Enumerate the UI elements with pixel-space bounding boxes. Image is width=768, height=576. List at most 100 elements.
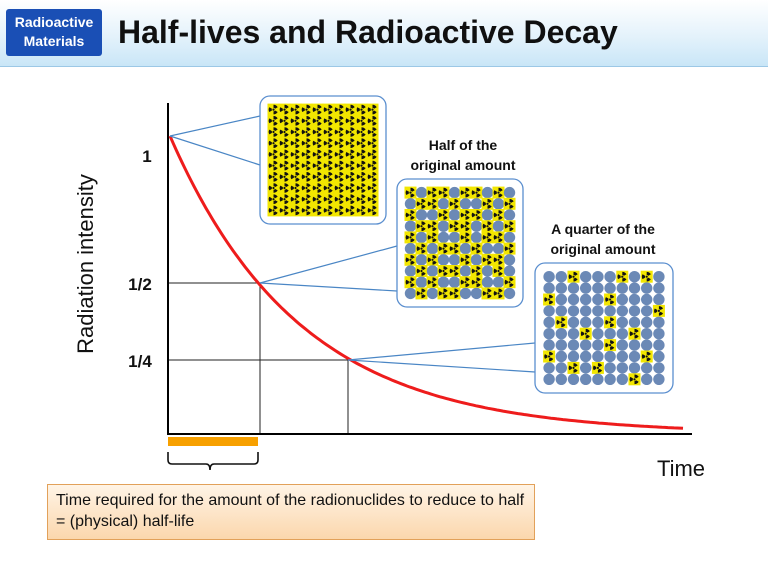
decayed-atom-icon — [616, 350, 628, 363]
decayed-atom-icon — [543, 271, 555, 283]
decayed-atom-icon — [641, 362, 653, 374]
radioactive-atom-icon — [267, 170, 280, 183]
decayed-atom-icon — [481, 209, 494, 221]
radioactive-atom-icon — [640, 270, 653, 283]
atom-box-quarter — [534, 262, 674, 394]
radioactive-atom-icon — [278, 103, 291, 116]
radioactive-atom-icon — [404, 209, 417, 222]
radioactive-atom-icon — [344, 148, 357, 161]
decayed-atom-icon — [653, 350, 665, 363]
caption-quarter-line1: A quarter of the — [551, 221, 655, 237]
decayed-atom-icon — [628, 271, 641, 283]
radioactive-atom-icon — [311, 126, 324, 139]
radioactive-atom-icon — [415, 287, 428, 300]
decayed-atom-icon — [437, 231, 450, 244]
decayed-atom-icon — [437, 220, 450, 232]
radioactive-atom-icon — [333, 193, 346, 206]
radioactive-atom-icon — [470, 242, 483, 255]
radioactive-atom-icon — [289, 170, 302, 183]
decayed-atom-icon — [592, 339, 604, 351]
decayed-atom-icon — [543, 339, 555, 351]
decayed-atom-icon — [592, 293, 604, 306]
radioactive-atom-icon — [322, 114, 335, 127]
radioactive-atom-icon — [267, 148, 280, 161]
decayed-atom-icon — [543, 362, 555, 374]
decayed-atom-icon — [448, 254, 461, 266]
decayed-atom-icon — [567, 282, 580, 294]
radioactive-atom-icon — [640, 350, 653, 363]
radioactive-atom-icon — [437, 209, 450, 222]
decayed-atom-icon — [580, 350, 592, 363]
decayed-atom-icon — [604, 328, 616, 340]
decayed-atom-icon — [459, 198, 472, 210]
radioactive-atom-icon — [366, 204, 379, 217]
decayed-atom-icon — [592, 271, 604, 283]
radioactive-atom-icon — [289, 159, 302, 172]
decayed-atom-icon — [555, 339, 567, 351]
radioactive-atom-icon — [448, 220, 461, 233]
decayed-atom-icon — [503, 254, 516, 266]
radioactive-atom-icon — [404, 253, 417, 266]
radioactive-atom-icon — [311, 182, 324, 195]
decayed-atom-icon — [448, 186, 461, 199]
radioactive-atom-icon — [503, 242, 516, 255]
radioactive-atom-icon — [300, 126, 313, 139]
radioactive-atom-icon — [289, 204, 302, 217]
decayed-atom-icon — [628, 339, 641, 351]
decayed-atom-icon — [653, 362, 665, 374]
callout-line — [259, 245, 398, 284]
radioactive-atom-icon — [567, 361, 580, 374]
radioactive-atom-icon — [267, 159, 280, 172]
radioactive-atom-icon — [492, 287, 505, 300]
radioactive-atom-icon — [426, 253, 439, 266]
decayed-atom-icon — [426, 287, 439, 300]
radioactive-atom-icon — [267, 137, 280, 150]
radioactive-atom-icon — [555, 316, 568, 329]
decayed-atom-icon — [555, 328, 567, 340]
radioactive-atom-icon — [311, 193, 324, 206]
radioactive-atom-icon — [278, 137, 291, 150]
header-bar: Radioactive Materials Half-lives and Rad… — [0, 0, 768, 67]
decayed-atom-icon — [426, 209, 439, 221]
decayed-atom-icon — [481, 265, 494, 277]
radioactive-atom-icon — [366, 114, 379, 127]
caption-half-line2: original amount — [411, 157, 516, 173]
radioactive-atom-icon — [366, 137, 379, 150]
radioactive-atom-icon — [503, 197, 516, 210]
radioactive-atom-icon — [311, 204, 324, 217]
decayed-atom-icon — [481, 276, 494, 288]
decayed-atom-icon — [448, 231, 461, 244]
radioactive-atom-icon — [459, 209, 472, 222]
decayed-atom-icon — [653, 339, 665, 351]
radioactive-atom-icon — [267, 103, 280, 116]
radioactive-atom-icon — [470, 276, 483, 289]
decayed-atom-icon — [470, 198, 483, 210]
radioactive-atom-icon — [448, 265, 461, 278]
radioactive-atom-icon — [289, 193, 302, 206]
radioactive-atom-icon — [492, 231, 505, 244]
radioactive-atom-icon — [404, 231, 417, 244]
decayed-atom-icon — [459, 265, 472, 277]
decayed-atom-icon — [503, 287, 516, 300]
decayed-atom-icon — [555, 362, 567, 374]
decayed-atom-icon — [653, 271, 665, 283]
radioactive-atom-icon — [355, 114, 368, 127]
radioactive-atom-icon — [459, 253, 472, 266]
radioactive-atom-icon — [579, 327, 592, 340]
decayed-atom-icon — [641, 293, 653, 306]
radioactive-atom-icon — [322, 148, 335, 161]
radioactive-atom-icon — [278, 204, 291, 217]
decayed-atom-icon — [567, 328, 580, 340]
radioactive-atom-icon — [267, 204, 280, 217]
decayed-atom-icon — [448, 276, 461, 288]
radioactive-atom-icon — [366, 159, 379, 172]
radioactive-atom-icon — [300, 159, 313, 172]
radioactive-atom-icon — [300, 182, 313, 195]
decayed-atom-icon — [628, 293, 641, 306]
decayed-atom-icon — [641, 282, 653, 294]
decayed-atom-icon — [604, 271, 616, 283]
caption-half-line1: Half of the — [429, 137, 498, 153]
radioactive-atom-icon — [289, 137, 302, 150]
radioactive-atom-icon — [278, 159, 291, 172]
